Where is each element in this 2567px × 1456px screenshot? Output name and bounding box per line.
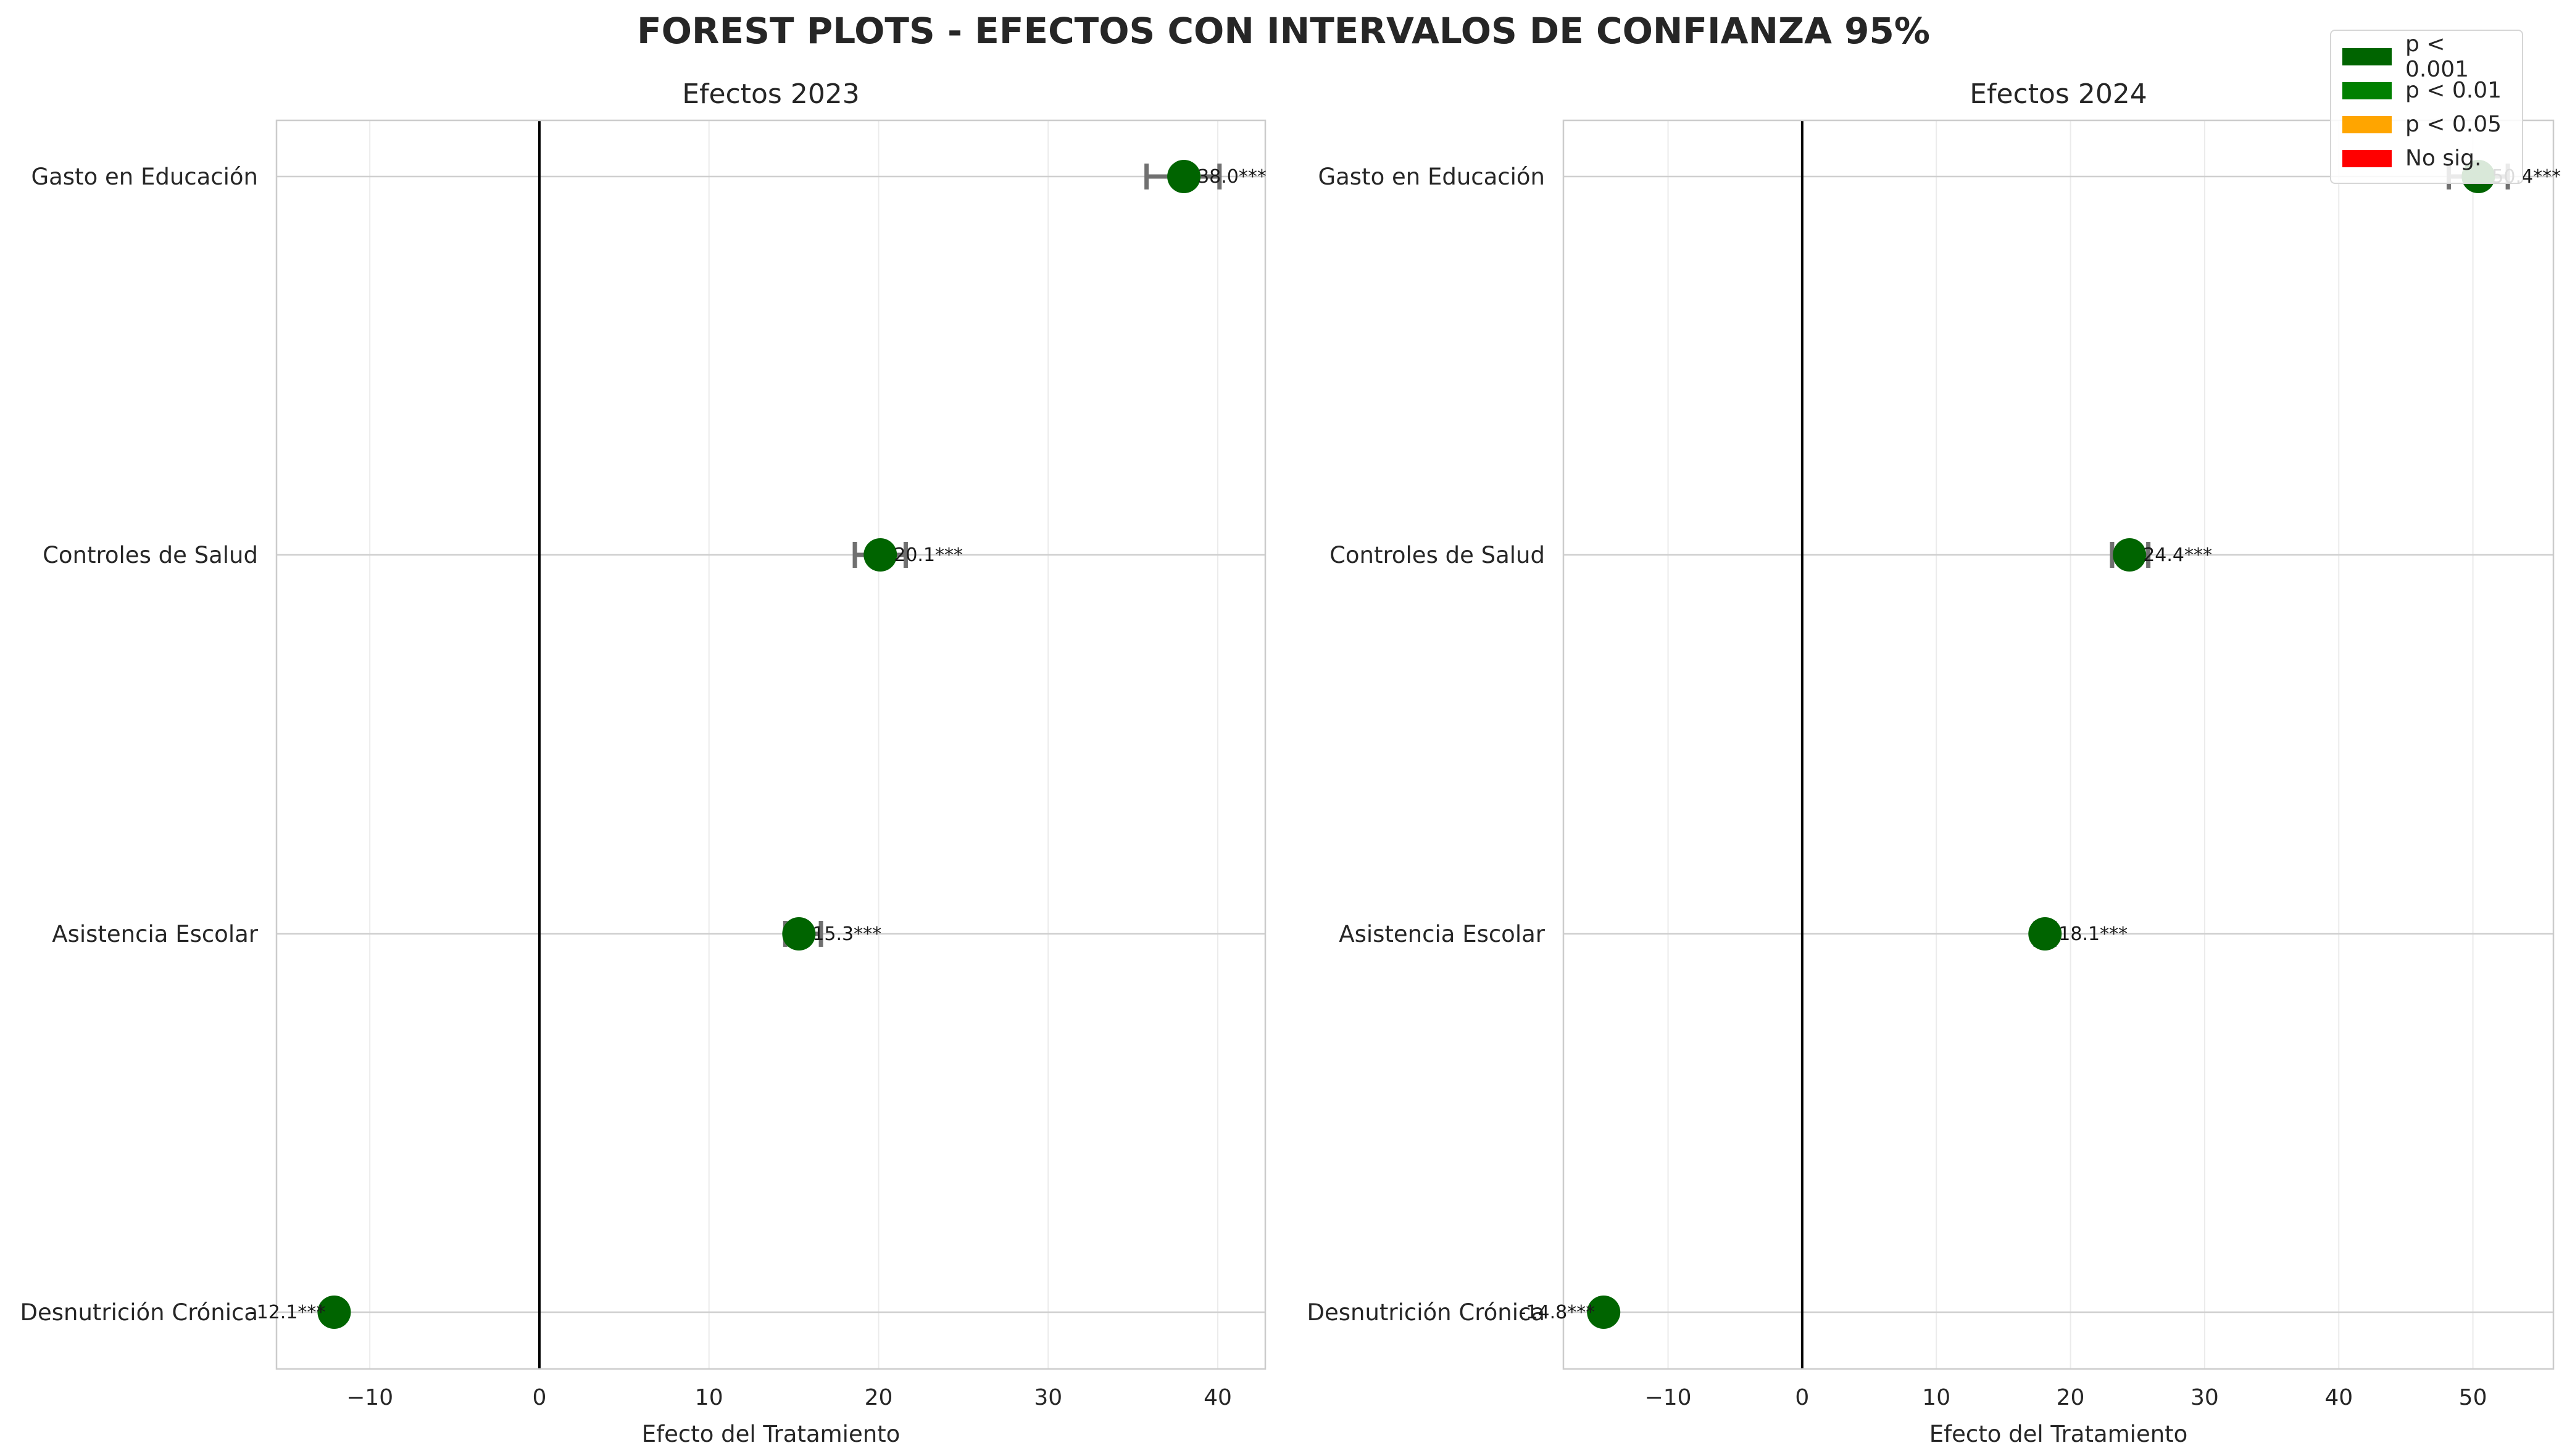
panel-2: −10 0 10 20 30 40 50 Gasto en Educación Controle… — [1307, 78, 2561, 1447]
x-tick-label: −10 — [346, 1385, 393, 1410]
data-label: 38.0*** — [1197, 166, 1267, 188]
data-label: 24.4*** — [2143, 544, 2212, 566]
data-label: 18.1*** — [2058, 923, 2128, 945]
category-label: Gasto en Educación — [31, 164, 258, 190]
x-tick-label: 0 — [1795, 1385, 1809, 1410]
legend-item-p001: p < 0.001 — [2342, 31, 2511, 82]
category-label: Gasto en Educación — [1318, 164, 1545, 190]
x-tick-label: −10 — [1645, 1385, 1692, 1410]
legend-swatch-p01 — [2342, 81, 2392, 99]
x-tick-label: 20 — [2057, 1385, 2085, 1410]
category-label: Asistencia Escolar — [1339, 921, 1546, 947]
x-tick-label: 50 — [2459, 1385, 2487, 1410]
plot-frame — [275, 119, 1267, 1370]
legend-swatch-p001 — [2342, 48, 2392, 65]
legend-label-p001: p < 0.001 — [2405, 31, 2469, 82]
effect-point — [2113, 538, 2147, 572]
plot-frame — [1562, 119, 2555, 1370]
legend-item-nosig: No sig. — [2342, 141, 2511, 175]
x-tick-label: 0 — [532, 1385, 546, 1410]
legend: p < 0.001 p < 0.01 p < 0.05 No sig. — [2330, 30, 2523, 184]
panel-1: −10 0 10 20 30 40 Gasto en Educación Controles … — [20, 78, 1266, 1447]
panel-title: Efectos 2023 — [682, 78, 860, 110]
x-axis-label: Efecto del Tratamiento — [642, 1421, 901, 1447]
effect-point — [1587, 1296, 1621, 1329]
x-axis-label: Efecto del Tratamiento — [1929, 1421, 2188, 1447]
effect-point — [782, 917, 816, 951]
legend-swatch-p05 — [2342, 115, 2392, 133]
effect-point — [2028, 917, 2062, 951]
data-label: 20.1*** — [894, 544, 963, 566]
legend-item-p05: p < 0.05 — [2342, 107, 2511, 141]
category-label: Asistencia Escolar — [52, 921, 259, 947]
data-label: -12.1*** — [250, 1302, 326, 1323]
x-tick-label: 30 — [2190, 1385, 2219, 1410]
category-label: Desnutrición Crónica — [20, 1299, 258, 1326]
x-tick-label: 40 — [1204, 1385, 1232, 1410]
panel-title: Efectos 2024 — [1970, 78, 2147, 110]
legend-label-p05: p < 0.05 — [2405, 112, 2502, 137]
data-label: -14.8*** — [1520, 1302, 1596, 1323]
category-label: Controles de Salud — [43, 542, 258, 568]
figure-title: FOREST PLOTS - EFECTOS CON INTERVALOS DE… — [636, 10, 1931, 52]
category-label: Desnutrición Crónica — [1307, 1299, 1545, 1326]
category-label: Controles de Salud — [1329, 542, 1545, 568]
x-tick-label: 30 — [1034, 1385, 1062, 1410]
x-tick-label: 10 — [695, 1385, 723, 1410]
legend-item-p01: p < 0.01 — [2342, 73, 2511, 107]
legend-label-nosig: No sig. — [2405, 146, 2482, 171]
legend-swatch-nosig — [2342, 149, 2392, 167]
x-tick-label: 10 — [1922, 1385, 1950, 1410]
x-tick-label: 20 — [865, 1385, 893, 1410]
effect-point — [317, 1296, 351, 1329]
effect-point — [863, 538, 897, 572]
x-tick-label: 40 — [2324, 1385, 2353, 1410]
data-label: 15.3*** — [812, 923, 881, 945]
effect-point — [1167, 160, 1201, 193]
legend-label-p01: p < 0.01 — [2405, 78, 2502, 103]
